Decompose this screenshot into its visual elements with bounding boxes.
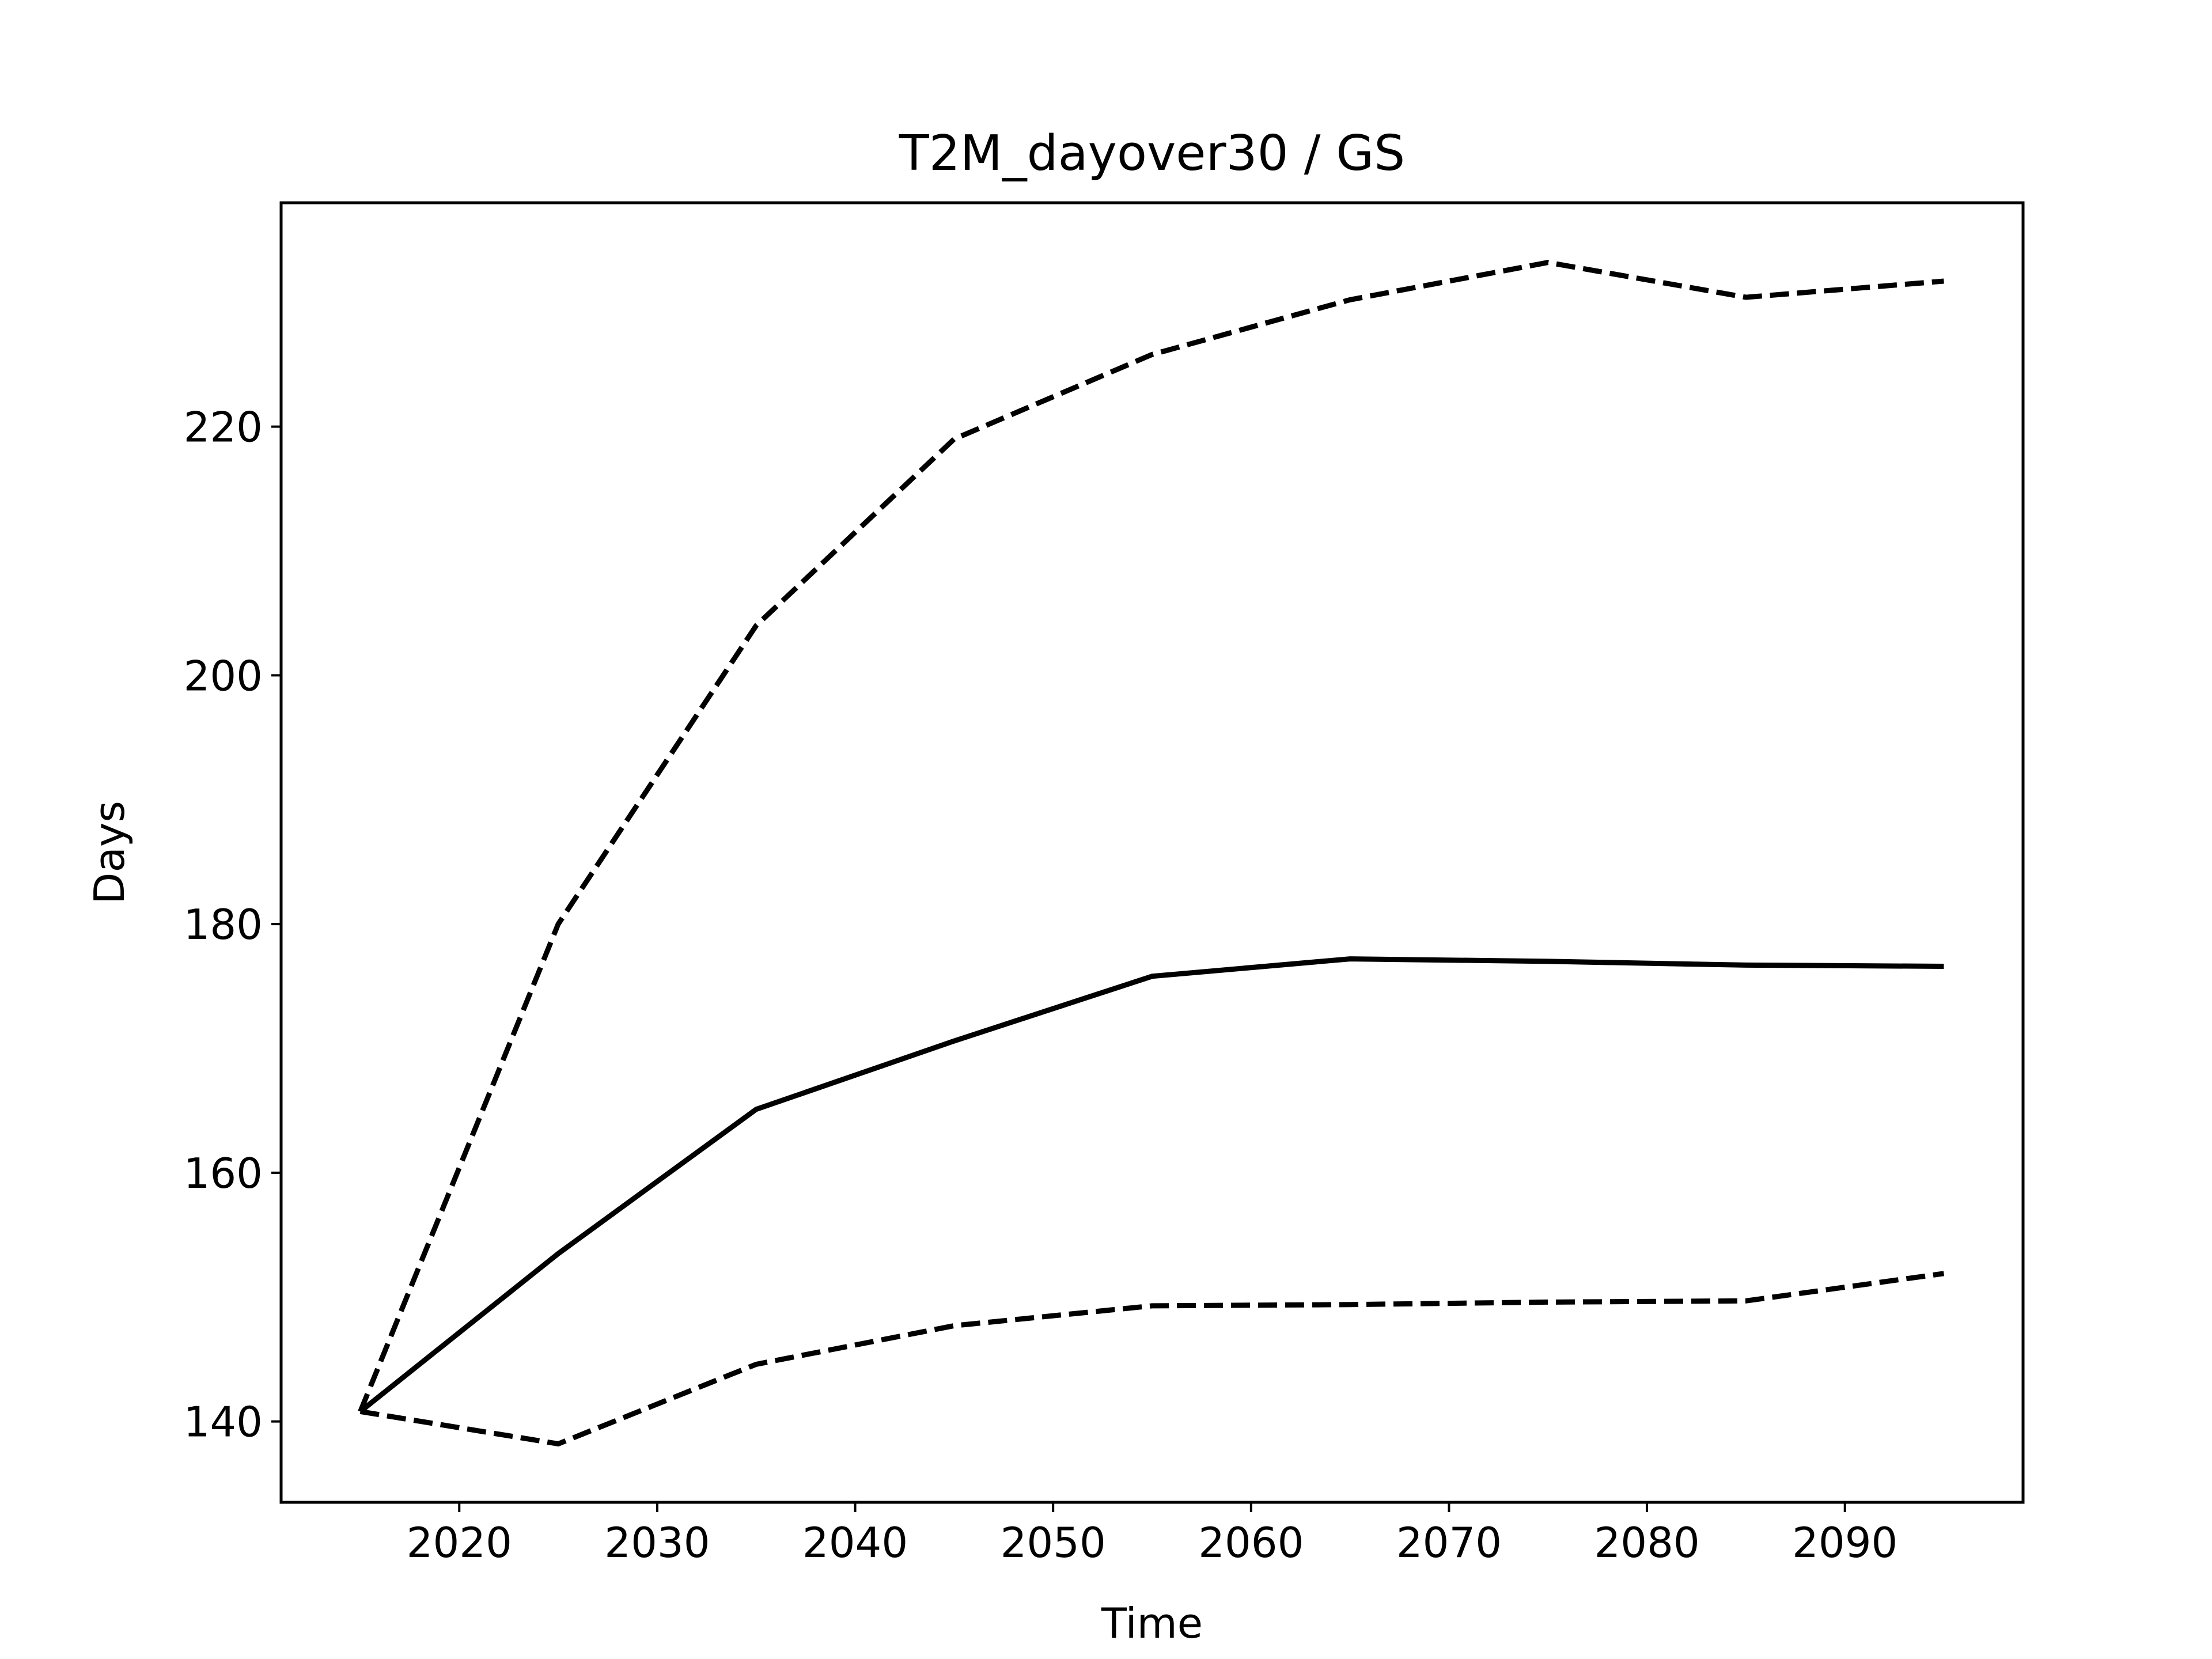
x-tick-label: 2090 [1792,1518,1897,1567]
x-axis-label: Time [1101,1599,1203,1647]
x-tick-label: 2070 [1396,1518,1502,1567]
y-axis: 140 160 180 200 220 [184,403,281,1446]
y-tick-label: 220 [184,403,263,452]
chart-title: T2M_dayover30 / GS [899,125,1405,182]
x-tick-label: 2050 [1001,1518,1106,1567]
y-axis-label: Days [85,801,134,904]
plot-frame [279,201,2025,1504]
series-line-2 [358,956,1944,1414]
x-tick-label: 2040 [802,1518,908,1567]
y-tick-label: 200 [184,652,263,700]
y-tick-label: 140 [184,1398,263,1446]
x-tick-label: 2060 [1198,1518,1304,1567]
y-tick-label: 160 [184,1149,263,1198]
x-tick-label: 2020 [407,1518,512,1567]
series-layer [358,260,1945,1447]
series-line-3 [359,1271,1945,1447]
x-tick-label: 2030 [604,1518,710,1567]
x-tick-label: 2080 [1594,1518,1699,1567]
y-tick-label: 180 [184,900,263,949]
x-axis: 2020 2030 2040 2050 2060 2070 2080 2090 [407,1502,1897,1567]
series-line-1 [358,260,1944,1413]
